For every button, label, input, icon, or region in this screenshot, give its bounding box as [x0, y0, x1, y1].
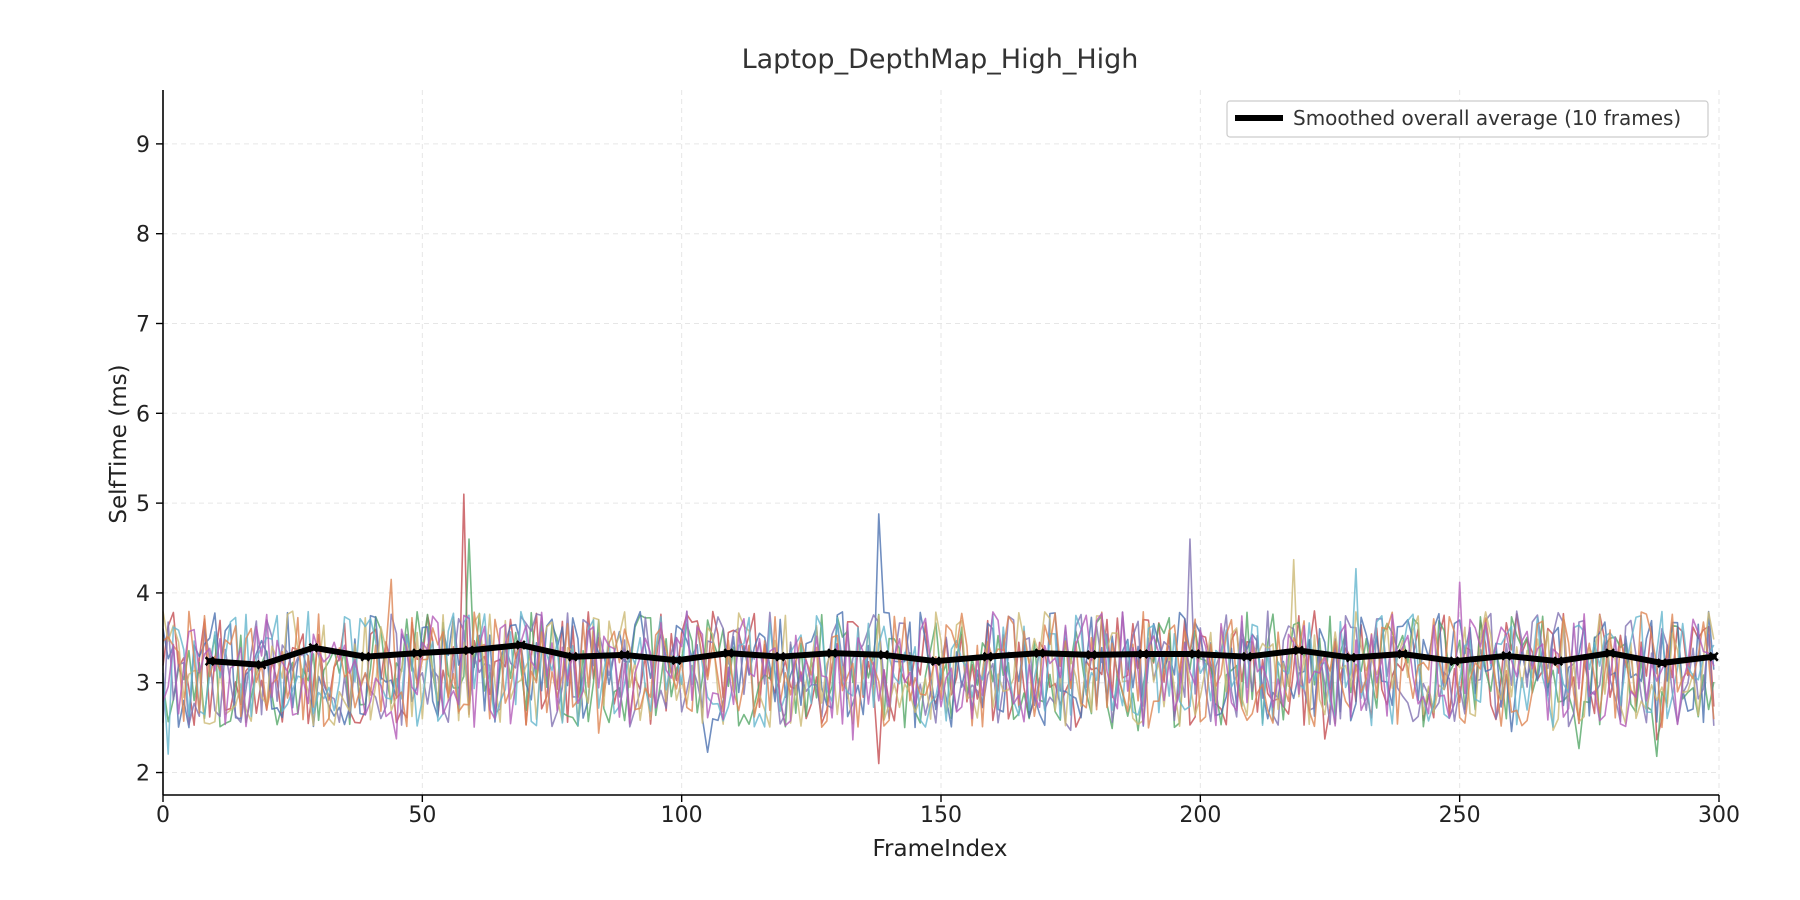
smoothed-average-point	[308, 642, 319, 653]
y-tick-label: 7	[136, 313, 150, 338]
smoothed-average-point	[1086, 650, 1097, 660]
x-axis-label: FrameIndex	[873, 836, 1008, 862]
smoothed-average-point	[1293, 645, 1304, 656]
smoothed-average-point	[723, 648, 734, 658]
smoothed-average-point	[879, 650, 889, 660]
x-tick-label: 200	[1179, 803, 1221, 828]
smoothed-average-point	[204, 656, 215, 667]
chart-title: Laptop_DepthMap_High_High	[742, 44, 1139, 75]
smoothed-average-point	[1138, 649, 1149, 659]
noisy-series-group	[162, 493, 1715, 765]
smoothed-average-point	[567, 651, 578, 662]
x-tick-label: 100	[661, 803, 703, 828]
smoothed-average-point	[1605, 648, 1615, 658]
smoothed-average-point	[671, 655, 682, 666]
y-tick-label: 3	[136, 672, 150, 697]
smoothed-average-point	[1449, 656, 1460, 667]
y-tick-label: 2	[136, 762, 150, 787]
legend-frame	[1226, 100, 1709, 138]
y-tick-label: 8	[136, 223, 150, 248]
smoothed-average-point	[930, 656, 941, 667]
smoothed-average-point	[827, 648, 837, 658]
axes: 0 50 100 150 200 250 300 2 3 4 5 6 7 8 9	[136, 90, 1740, 828]
smoothed-average-point	[412, 648, 423, 658]
x-tick-label: 0	[156, 803, 170, 828]
smoothed-average-point	[1190, 649, 1201, 659]
smoothed-average-point	[775, 651, 786, 662]
smoothed-average-point	[1034, 648, 1045, 658]
x-tick-label: 250	[1439, 803, 1481, 828]
y-tick-label: 6	[136, 402, 150, 427]
y-tick-label: 9	[136, 133, 150, 158]
legend: Smoothed overall average (10 frames)	[1226, 100, 1709, 138]
smoothed-average-point	[1345, 652, 1356, 663]
smoothed-average-point	[1242, 651, 1252, 662]
smoothed-average-point	[982, 651, 993, 662]
x-tick-label: 50	[408, 803, 436, 828]
y-axis-label: SelfTime (ms)	[106, 364, 132, 523]
smoothed-average-point	[1657, 658, 1667, 668]
y-tick-label: 4	[136, 582, 150, 607]
x-tick-label: 150	[920, 803, 962, 828]
smoothed-average-point	[515, 640, 526, 650]
noisy-series-line-4	[162, 538, 1715, 732]
smoothed-average-point	[464, 645, 474, 656]
smoothed-average-group	[204, 640, 1719, 670]
smoothed-average-point	[1708, 651, 1719, 662]
legend-label: Smoothed overall average (10 frames)	[1293, 106, 1681, 130]
y-tick-label: 5	[136, 492, 150, 517]
x-tick-label: 300	[1698, 803, 1740, 828]
noisy-series-line-7	[162, 578, 1715, 734]
smoothed-average-point	[1553, 656, 1564, 667]
noisy-series-line-2	[162, 538, 1715, 758]
smoothed-average-line	[206, 642, 1717, 668]
smoothed-average-point	[360, 651, 371, 662]
smoothed-average-point	[1397, 649, 1408, 659]
smoothed-average-point	[256, 659, 267, 670]
smoothed-average-point	[619, 650, 630, 660]
smoothed-average-point	[1501, 650, 1512, 661]
